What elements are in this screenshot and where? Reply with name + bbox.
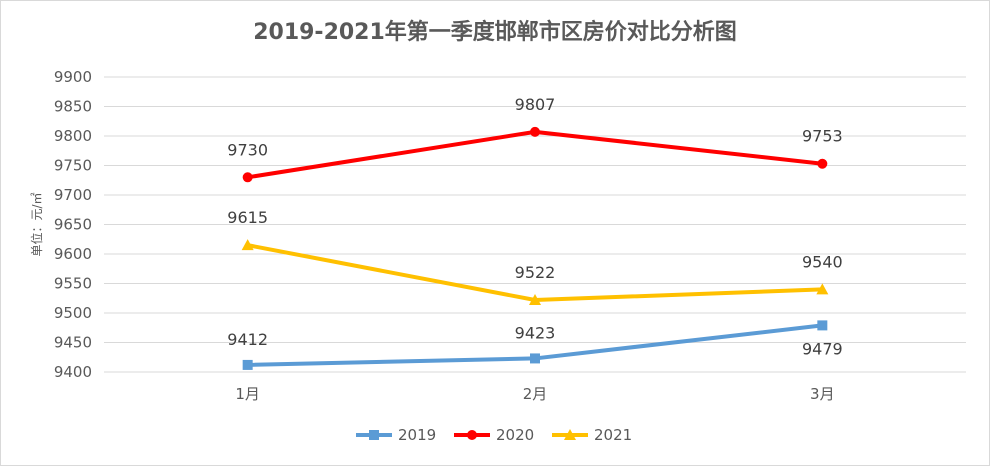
data-label-2019: 9412: [227, 330, 268, 349]
data-label-2021: 9522: [515, 263, 556, 282]
data-point-2019: [817, 320, 828, 331]
data-label-2021: 9615: [227, 208, 268, 227]
x-tick-label: 1月: [235, 385, 260, 403]
data-label-2020: 9807: [515, 95, 556, 114]
data-label-2020: 9730: [227, 140, 268, 159]
y-tick-label: 9800: [54, 127, 92, 145]
legend-label: 2020: [496, 426, 534, 444]
y-tick-label: 9650: [54, 216, 92, 234]
y-tick-label: 9600: [54, 245, 92, 263]
legend-marker: [467, 430, 477, 440]
data-point-2020: [817, 158, 828, 169]
legend-label: 2021: [594, 426, 632, 444]
data-point-2020: [530, 126, 540, 137]
y-tick-label: 9550: [54, 275, 92, 293]
y-tick-label: 9450: [54, 334, 92, 352]
data-label-2021: 9540: [802, 252, 843, 271]
legend-marker: [369, 430, 379, 440]
x-tick-label: 2月: [523, 385, 548, 403]
data-point-2021: [816, 283, 829, 295]
data-point-2019: [242, 359, 253, 370]
y-tick-label: 9850: [54, 98, 92, 116]
chart-title: 2019-2021年第一季度邯郸市区房价对比分析图: [253, 20, 737, 45]
series-line-2020: [245, 129, 825, 180]
y-tick-label: 9750: [54, 157, 92, 175]
legend-marker: [564, 429, 576, 440]
y-tick-label: 9500: [54, 304, 92, 322]
data-point-2021: [241, 239, 254, 251]
y-axis-label: 单位：元/㎡: [29, 192, 44, 256]
data-label-2019: 9423: [515, 323, 556, 342]
data-point-2020: [242, 172, 253, 183]
data-point-2019: [530, 353, 540, 364]
y-tick-label: 9900: [54, 68, 92, 86]
y-tick-label: 9400: [54, 363, 92, 381]
y-tick-label: 9700: [54, 186, 92, 204]
data-point-2021: [529, 294, 541, 306]
data-label-2019: 9479: [802, 339, 843, 358]
legend-label: 2019: [398, 426, 436, 444]
x-tick-label: 3月: [810, 385, 835, 403]
data-label-2020: 9753: [802, 127, 843, 146]
